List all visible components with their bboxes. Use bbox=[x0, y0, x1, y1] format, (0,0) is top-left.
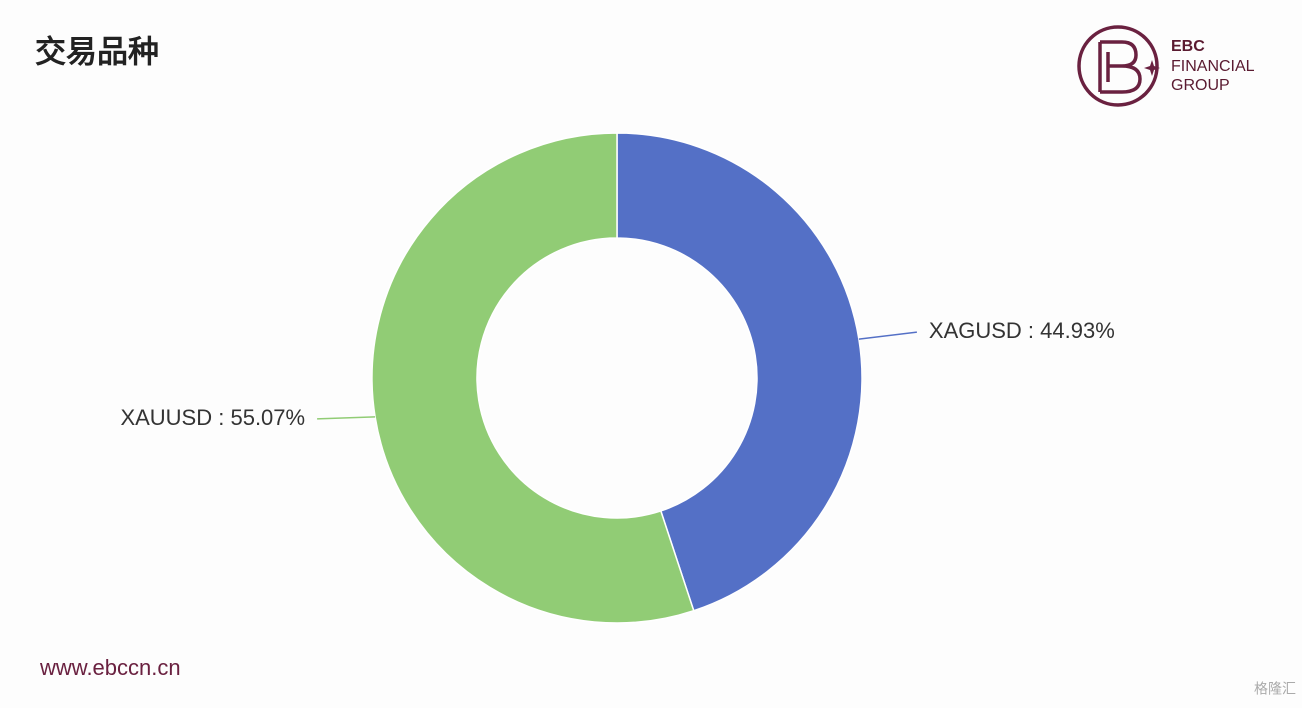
logo-star bbox=[1144, 60, 1160, 76]
watermark: 格隆汇 bbox=[1254, 681, 1296, 697]
data-label: XAUUSD : 55.07% bbox=[120, 405, 305, 430]
brand-logo: EBC FINANCIAL GROUP bbox=[1077, 25, 1255, 107]
label-separator: : bbox=[1022, 318, 1040, 343]
page-title: 交易品种 bbox=[35, 35, 159, 71]
donut-slice bbox=[371, 132, 695, 624]
logo-mark bbox=[1098, 40, 1142, 94]
label-value: 44.93% bbox=[1040, 318, 1115, 343]
data-label: XAGUSD : 44.93% bbox=[929, 318, 1115, 343]
footer-url: www.ebccn.cn bbox=[39, 655, 181, 680]
brand-line: EBC bbox=[1171, 38, 1205, 55]
label-separator: : bbox=[212, 405, 230, 430]
label-category: XAGUSD bbox=[929, 318, 1022, 343]
label-line bbox=[858, 331, 917, 340]
label-line bbox=[317, 416, 376, 420]
logo-ring bbox=[1077, 25, 1159, 107]
brand-line: FINANCIAL bbox=[1171, 58, 1255, 75]
label-category: XAUUSD bbox=[120, 405, 212, 430]
donut-slice bbox=[616, 132, 863, 612]
donut-chart: XAGUSD : 44.93% XAUUSD : 55.07% bbox=[120, 132, 1115, 624]
label-value: 55.07% bbox=[230, 405, 305, 430]
brand-line: GROUP bbox=[1171, 77, 1230, 94]
